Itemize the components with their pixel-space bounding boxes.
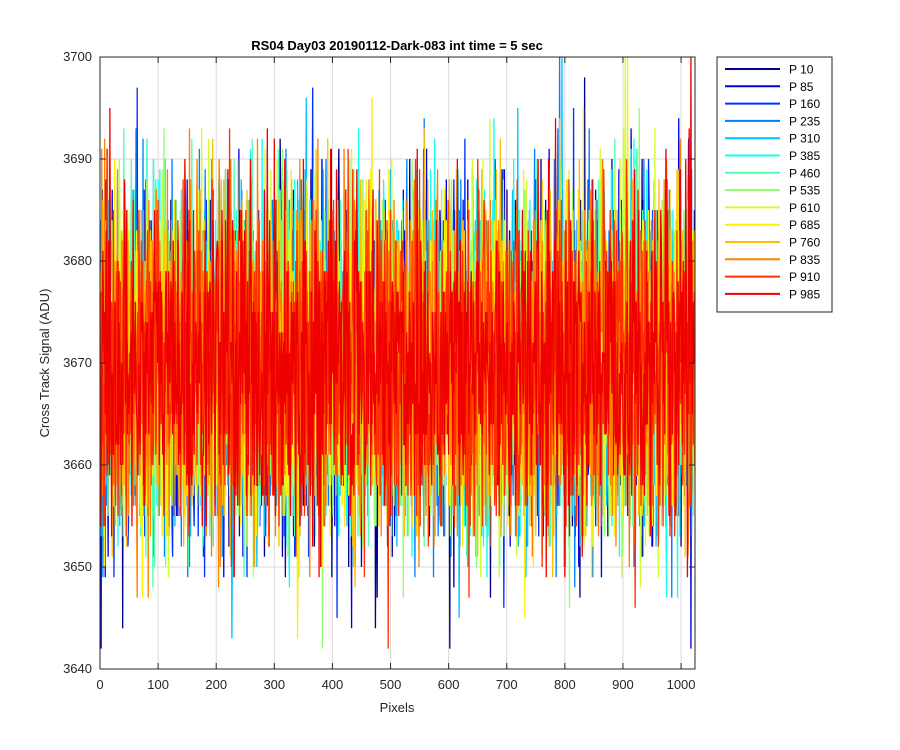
x-tick-label: 100 <box>147 677 169 692</box>
legend-label: P 835 <box>789 253 820 267</box>
x-axis-label: Pixels <box>380 700 415 715</box>
series-line-p985 <box>100 57 695 578</box>
x-tick-label: 0 <box>96 677 103 692</box>
legend-label: P 460 <box>789 166 820 180</box>
legend-label: P 10 <box>789 63 814 77</box>
x-tick-label: 500 <box>380 677 402 692</box>
legend-label: P 910 <box>789 270 820 284</box>
y-tick-label: 3680 <box>63 253 92 268</box>
legend: P 10 P 85 P 160 P 235 P 310 P 385 P 460 P 535 P … <box>716 56 833 313</box>
y-tick-label: 3660 <box>63 457 92 472</box>
legend-box <box>716 56 833 313</box>
y-axis-label: Cross Track Signal (ADU) <box>37 289 52 438</box>
x-tick-label: 800 <box>554 677 576 692</box>
axis-ticks: 0 100 200 300 400 500 600 700 800 900 1000 3640 3650… <box>63 49 695 692</box>
legend-label: P 535 <box>789 184 820 198</box>
y-tick-label: 3640 <box>63 661 92 676</box>
y-tick-label: 3650 <box>63 559 92 574</box>
legend-label: P 985 <box>789 287 820 301</box>
legend-label: P 310 <box>789 132 820 146</box>
legend-label: P 85 <box>789 80 814 94</box>
legend-label: P 610 <box>789 201 820 215</box>
x-tick-label: 1000 <box>667 677 696 692</box>
legend-label: P 685 <box>789 218 820 232</box>
y-tick-label: 3700 <box>63 49 92 64</box>
legend-label: P 760 <box>789 236 820 250</box>
x-tick-label: 900 <box>612 677 634 692</box>
legend-label: P 160 <box>789 97 820 111</box>
x-tick-label: 600 <box>438 677 460 692</box>
x-tick-label: 700 <box>496 677 518 692</box>
legend-label: P 385 <box>789 149 820 163</box>
x-tick-label: 400 <box>322 677 344 692</box>
y-tick-label: 3670 <box>63 355 92 370</box>
chart-title: RS04 Day03 20190112-Dark-083 int time = … <box>251 38 543 53</box>
y-tick-label: 3690 <box>63 151 92 166</box>
legend-label: P 235 <box>789 114 820 128</box>
series-lines <box>100 57 695 649</box>
x-tick-label: 200 <box>205 677 227 692</box>
x-tick-label: 300 <box>263 677 285 692</box>
